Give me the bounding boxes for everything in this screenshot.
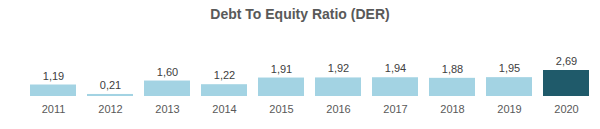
svg-text:2015: 2015 [269, 103, 293, 115]
svg-text:2,69: 2,69 [556, 55, 577, 67]
svg-text:2012: 2012 [98, 103, 122, 115]
svg-text:2017: 2017 [383, 103, 407, 115]
svg-text:2016: 2016 [326, 103, 350, 115]
svg-text:1,94: 1,94 [385, 62, 406, 74]
svg-text:2013: 2013 [155, 103, 179, 115]
svg-text:2018: 2018 [440, 103, 464, 115]
svg-text:1,88: 1,88 [442, 63, 463, 75]
svg-text:0,21: 0,21 [100, 79, 121, 91]
svg-text:2019: 2019 [497, 103, 521, 115]
svg-text:1,60: 1,60 [157, 66, 178, 78]
svg-text:1,22: 1,22 [214, 69, 235, 81]
svg-text:1,91: 1,91 [271, 63, 292, 75]
svg-text:2011: 2011 [42, 103, 66, 115]
svg-text:1,19: 1,19 [43, 70, 64, 82]
html-text:Debt To Equity Ratio (DER): Debt To Equity Ratio (DER) [210, 6, 390, 22]
svg-text:1,95: 1,95 [499, 62, 520, 74]
svg-text:2020: 2020 [554, 103, 578, 115]
svg-text:2014: 2014 [212, 103, 236, 115]
svg-text:1,92: 1,92 [328, 62, 349, 74]
